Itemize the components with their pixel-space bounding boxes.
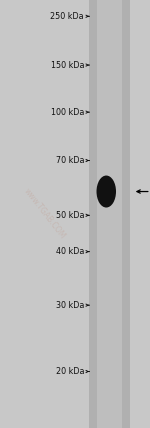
Text: 40 kDa: 40 kDa [56,247,84,256]
Bar [89,0,130,428]
Bar [97,0,122,428]
Text: 20 kDa: 20 kDa [56,367,84,376]
Ellipse shape [96,175,116,208]
Text: 150 kDa: 150 kDa [51,60,84,70]
Text: 70 kDa: 70 kDa [56,156,84,165]
Text: 250 kDa: 250 kDa [50,12,84,21]
Text: 100 kDa: 100 kDa [51,107,84,117]
Text: 50 kDa: 50 kDa [56,211,84,220]
Text: 30 kDa: 30 kDa [56,300,84,310]
Text: www.TGAB.COM: www.TGAB.COM [22,187,68,241]
Bar [130,0,150,428]
